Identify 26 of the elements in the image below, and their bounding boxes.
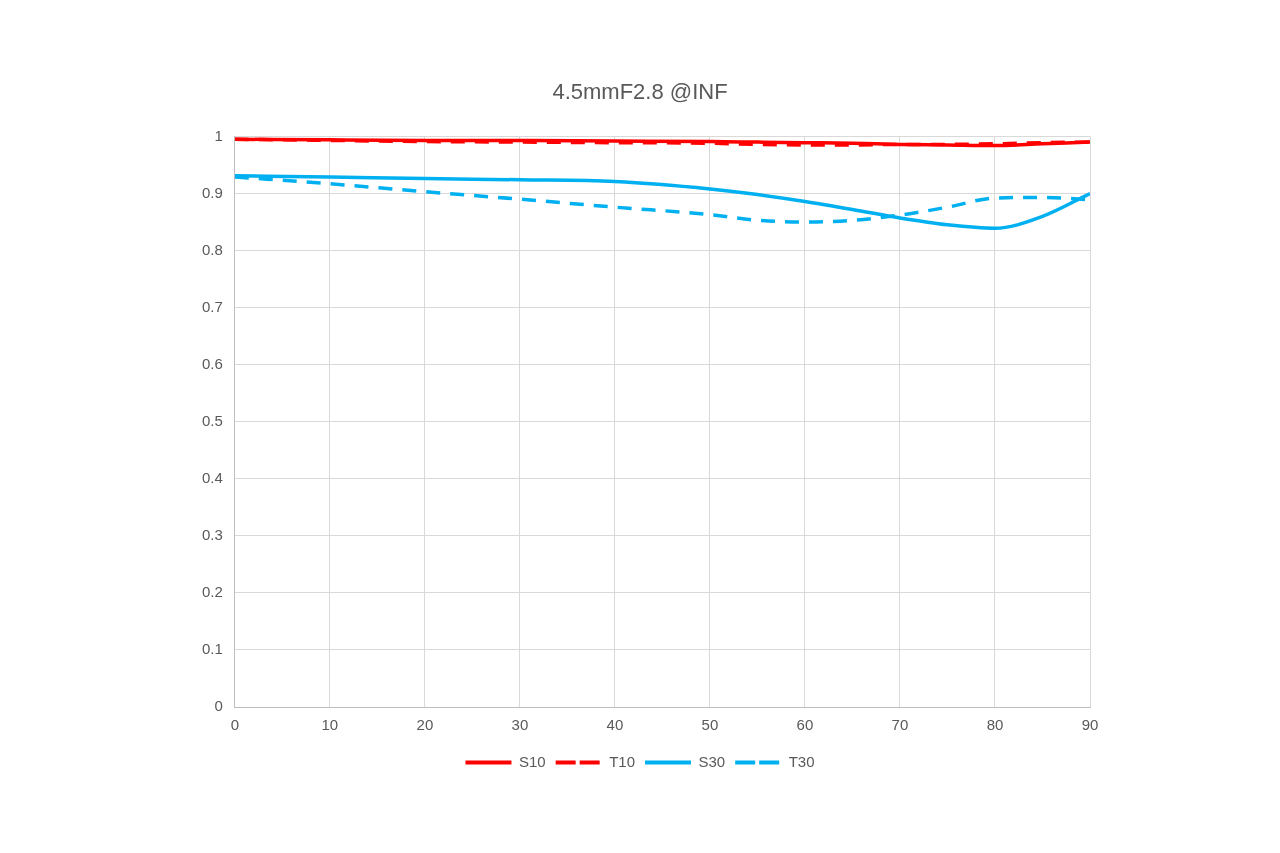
y-tick-label: 0.6 [201,354,223,372]
y-tick-label: 0.5 [201,411,223,429]
legend-label: T30 [788,752,815,770]
x-tick-label: 60 [796,716,814,734]
x-tick-label: 90 [1081,716,1099,734]
x-tick-label: 50 [701,716,719,734]
y-tick-label: 0.4 [201,468,223,486]
x-tick-label: 0 [230,716,240,734]
x-tick-label: 30 [511,716,529,734]
y-tick-label: 1 [214,126,223,144]
legend-label: T10 [609,752,636,770]
y-tick-label: 0.2 [201,583,223,601]
y-tick-label: 0.3 [201,525,223,543]
y-tick-label: 0.1 [201,640,223,658]
x-tick-label: 10 [321,716,339,734]
x-tick-label: 80 [986,716,1004,734]
y-tick-label: 0 [214,697,223,715]
chart-title: 4.5mmF2.8 @INF [552,79,728,105]
y-tick-label: 0.9 [201,183,223,201]
y-tick-label: 0.8 [201,240,223,258]
x-tick-label: 20 [416,716,434,734]
legend-label: S30 [698,752,726,770]
x-tick-label: 40 [606,716,624,734]
x-tick-label: 70 [891,716,909,734]
y-tick-label: 0.7 [201,297,223,315]
legend-label: S10 [518,752,546,770]
